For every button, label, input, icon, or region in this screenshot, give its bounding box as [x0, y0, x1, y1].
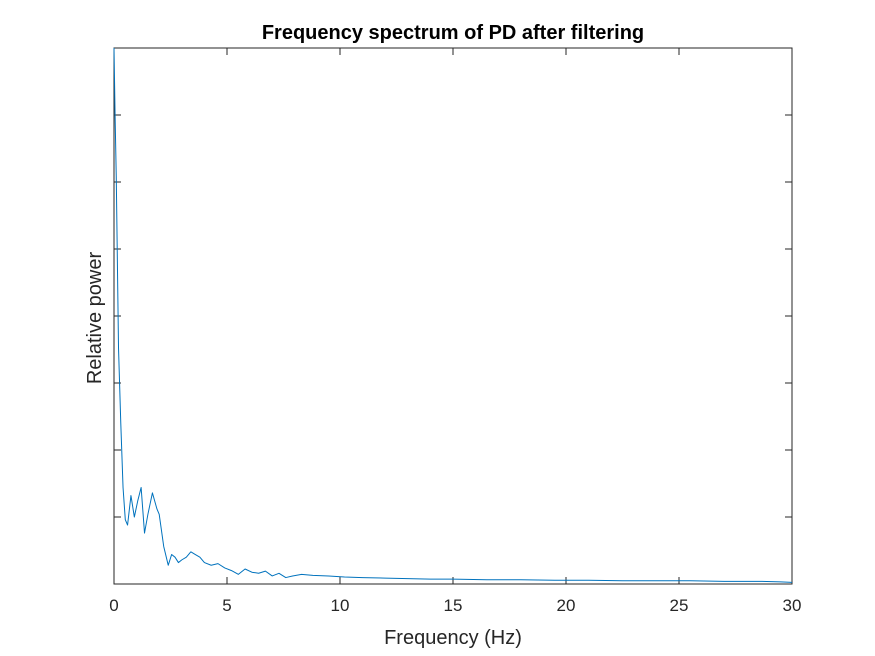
series-layer — [113, 47, 793, 583]
x-tick-label: 0 — [109, 596, 118, 615]
x-tick-label: 20 — [557, 596, 576, 615]
series-line — [113, 47, 793, 583]
x-tick-label: 15 — [444, 596, 463, 615]
chart-title: Frequency spectrum of PD after filtering — [262, 22, 644, 44]
x-tick-label: 5 — [222, 596, 231, 615]
x-tick-label: 10 — [331, 596, 350, 615]
x-tick-label: 30 — [783, 596, 802, 615]
x-axis-label: Frequency (Hz) — [384, 627, 522, 649]
plot-area — [113, 47, 793, 585]
x-tick-label: 25 — [670, 596, 689, 615]
y-axis-label: Relative power — [84, 252, 106, 385]
